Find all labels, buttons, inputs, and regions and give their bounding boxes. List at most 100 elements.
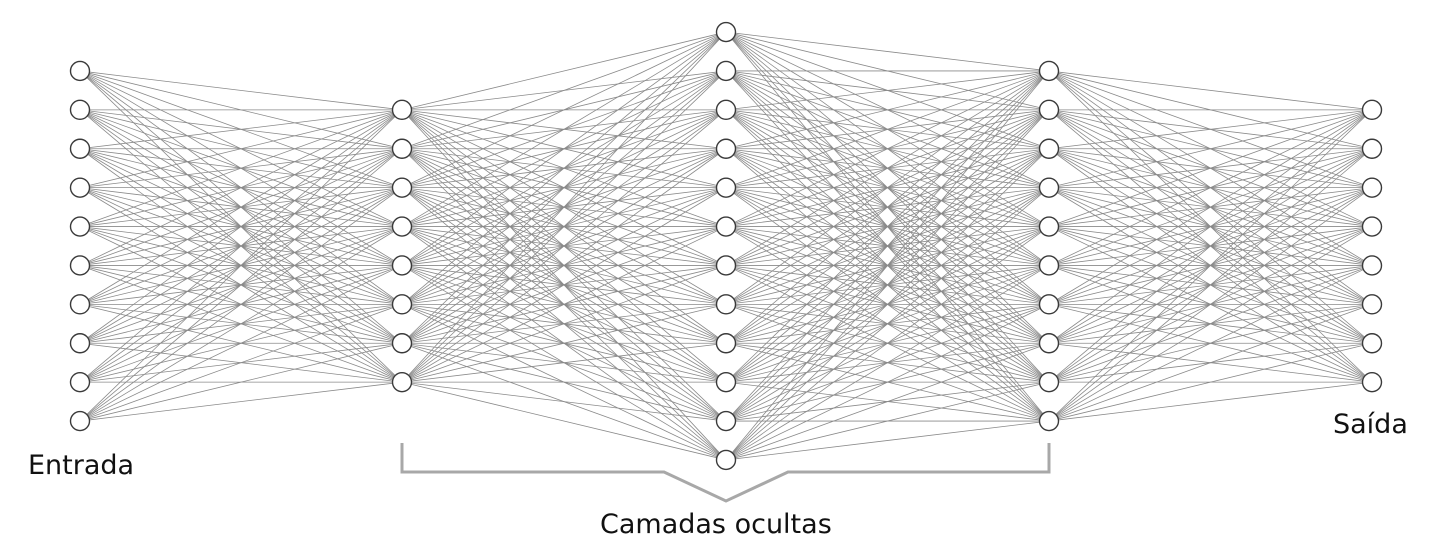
hidden-neuron-layer2-6 bbox=[715, 255, 737, 276]
connection-l2-n3-to-n0 bbox=[725, 70, 1050, 150]
hidden-neuron-layer3-0 bbox=[1038, 60, 1060, 82]
connection-l2-n0-to-n0 bbox=[725, 31, 1050, 72]
connection-l1-n7-to-n11 bbox=[401, 381, 727, 461]
connection-l3-n9-to-n2 bbox=[1048, 187, 1373, 422]
output-neuron-layer4-1 bbox=[1361, 138, 1383, 159]
output-layer-label: Saída bbox=[1333, 409, 1408, 440]
connection-l2-n2-to-n0 bbox=[725, 70, 1050, 111]
hidden-neuron-layer1-3 bbox=[391, 216, 413, 237]
connection-l3-n5-to-n0 bbox=[1048, 109, 1373, 266]
connection-l2-n9-to-n0 bbox=[725, 70, 1050, 383]
connection-l0-n9-to-n0 bbox=[79, 109, 403, 422]
connection-l3-n9-to-n7 bbox=[1048, 381, 1373, 422]
hidden-neuron-layer1-1 bbox=[391, 138, 413, 159]
connection-l0-n9-to-n6 bbox=[79, 342, 403, 422]
hidden-neuron-layer1-6 bbox=[391, 333, 413, 354]
input-neuron-layer0-1 bbox=[69, 99, 91, 121]
hidden-neuron-layer3-7 bbox=[1038, 333, 1060, 354]
connection-l3-n9-to-n0 bbox=[1048, 109, 1373, 422]
hidden-neuron-layer2-9 bbox=[715, 371, 737, 393]
hidden-layers-brace bbox=[400, 443, 1051, 503]
connection-l1-n7-to-n8 bbox=[401, 342, 727, 383]
connection-l0-n4-to-n0 bbox=[79, 109, 403, 227]
hidden-neuron-layer1-7 bbox=[391, 371, 413, 393]
connection-l3-n6-to-n0 bbox=[1048, 109, 1373, 305]
output-neuron-layer4-4 bbox=[1361, 255, 1383, 276]
hidden-neuron-layer1-0 bbox=[391, 99, 413, 121]
connection-l2-n11-to-n9 bbox=[725, 420, 1050, 461]
connection-l1-n6-to-n0 bbox=[401, 31, 727, 344]
hidden-neuron-layer2-0 bbox=[715, 21, 737, 43]
connection-l0-n9-to-n7 bbox=[79, 381, 403, 422]
connection-l2-n11-to-n4 bbox=[725, 226, 1050, 461]
connection-l0-n5-to-n0 bbox=[79, 109, 403, 266]
hidden-neuron-layer2-8 bbox=[715, 333, 737, 354]
connections bbox=[79, 31, 1373, 461]
connection-l0-n7-to-n0 bbox=[79, 109, 403, 344]
hidden-neuron-layer3-2 bbox=[1038, 138, 1060, 159]
connection-l2-n11-to-n1 bbox=[725, 109, 1050, 461]
connection-l1-n7-to-n2 bbox=[401, 109, 727, 383]
hidden-neuron-layer3-3 bbox=[1038, 177, 1060, 198]
connection-l2-n11-to-n0 bbox=[725, 70, 1050, 461]
connection-l3-n9-to-n1 bbox=[1048, 148, 1373, 422]
connection-l2-n11-to-n2 bbox=[725, 148, 1050, 461]
connection-l3-n2-to-n0 bbox=[1048, 109, 1373, 150]
connection-l2-n7-to-n0 bbox=[725, 70, 1050, 305]
connection-l1-n7-to-n5 bbox=[401, 226, 727, 383]
output-neuron-layer4-7 bbox=[1361, 371, 1383, 393]
connection-l1-n0-to-n0 bbox=[401, 31, 727, 111]
input-neuron-layer0-4 bbox=[69, 216, 91, 237]
input-neuron-layer0-2 bbox=[69, 138, 91, 159]
connection-l0-n0-to-n0 bbox=[79, 70, 403, 111]
connection-l3-n9-to-n3 bbox=[1048, 226, 1373, 422]
output-neuron-layer4-6 bbox=[1361, 333, 1383, 354]
connection-l1-n7-to-n10 bbox=[401, 381, 727, 422]
input-neuron-layer0-0 bbox=[69, 60, 91, 82]
connection-l2-n8-to-n0 bbox=[725, 70, 1050, 344]
connection-l0-n9-to-n3 bbox=[79, 226, 403, 422]
output-neuron-layer4-3 bbox=[1361, 216, 1383, 237]
connection-l2-n11-to-n3 bbox=[725, 187, 1050, 461]
hidden-neuron-layer3-5 bbox=[1038, 255, 1060, 276]
input-neuron-layer0-5 bbox=[69, 255, 91, 276]
hidden-neuron-layer2-2 bbox=[715, 99, 737, 121]
connection-l3-n3-to-n0 bbox=[1048, 109, 1373, 189]
connection-l1-n7-to-n0 bbox=[401, 31, 727, 383]
connection-l3-n4-to-n0 bbox=[1048, 109, 1373, 227]
output-neuron-layer4-5 bbox=[1361, 294, 1383, 315]
connection-l1-n1-to-n0 bbox=[401, 31, 727, 150]
hidden-neuron-layer3-4 bbox=[1038, 216, 1060, 237]
input-neuron-layer0-3 bbox=[69, 177, 91, 198]
connection-l0-n9-to-n4 bbox=[79, 265, 403, 422]
hidden-layers-label: Camadas ocultas bbox=[600, 509, 832, 540]
connection-l0-n9-to-n1 bbox=[79, 148, 403, 422]
connection-l1-n5-to-n0 bbox=[401, 31, 727, 305]
connection-l0-n3-to-n0 bbox=[79, 109, 403, 189]
connection-l2-n11-to-n5 bbox=[725, 265, 1050, 461]
hidden-neuron-layer2-10 bbox=[715, 410, 737, 432]
connection-l2-n5-to-n0 bbox=[725, 70, 1050, 227]
connection-l3-n9-to-n5 bbox=[1048, 303, 1373, 422]
output-neuron-layer4-0 bbox=[1361, 99, 1383, 121]
hidden-neuron-layer1-2 bbox=[391, 177, 413, 198]
connection-l3-n9-to-n4 bbox=[1048, 265, 1373, 422]
connection-l0-n6-to-n0 bbox=[79, 109, 403, 305]
hidden-neuron-layer2-7 bbox=[715, 294, 737, 315]
connection-l1-n3-to-n0 bbox=[401, 31, 727, 227]
connection-l2-n11-to-n8 bbox=[725, 381, 1050, 461]
hidden-neuron-layer2-4 bbox=[715, 177, 737, 198]
connection-l3-n9-to-n6 bbox=[1048, 342, 1373, 422]
hidden-neuron-layer3-9 bbox=[1038, 410, 1060, 432]
connection-l1-n7-to-n1 bbox=[401, 70, 727, 383]
connection-l1-n7-to-n7 bbox=[401, 303, 727, 383]
input-neuron-layer0-9 bbox=[69, 410, 91, 432]
connection-l0-n2-to-n0 bbox=[79, 109, 403, 150]
connection-l3-n7-to-n0 bbox=[1048, 109, 1373, 344]
connection-l0-n9-to-n2 bbox=[79, 187, 403, 422]
input-layer-label: Entrada bbox=[28, 450, 135, 481]
connection-l1-n7-to-n6 bbox=[401, 265, 727, 383]
connection-l1-n7-to-n3 bbox=[401, 148, 727, 383]
hidden-neuron-layer2-1 bbox=[715, 60, 737, 82]
